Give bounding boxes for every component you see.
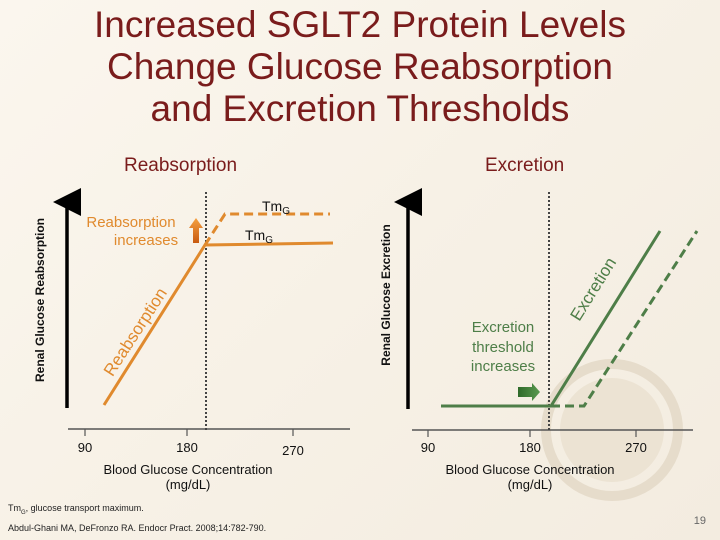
excretion-annotation: increases xyxy=(471,358,535,375)
right-x-axis-label: Blood Glucose Concentration (mg/dL) xyxy=(420,462,640,492)
tick-label: 90 xyxy=(421,440,435,455)
page-number: 19 xyxy=(693,515,706,527)
citation: Abdul-Ghani MA, DeFronzo RA. Endocr Prac… xyxy=(8,523,267,533)
excretion-curve-label: Excretion xyxy=(567,254,621,324)
xlabel-line: Blood Glucose Concentration xyxy=(445,462,615,477)
left-x-axis-label: Blood Glucose Concentration (mg/dL) xyxy=(78,462,298,492)
title-line: Increased SGLT2 Protein Levels xyxy=(94,4,626,45)
tick-label: 270 xyxy=(625,440,647,455)
tick-label: 180 xyxy=(176,440,198,455)
reabsorption-curve-label: Reabsorption xyxy=(100,284,171,379)
tick-label: 180 xyxy=(519,440,541,455)
reabsorption-increased-line xyxy=(203,212,330,246)
reabsorption-heading: Reabsorption xyxy=(124,155,238,176)
left-chart: Renal Glucose Reabsorption 90 180 270 Re… xyxy=(33,188,350,458)
left-y-axis-label: Renal Glucose Reabsorption xyxy=(33,218,47,382)
title-line: and Excretion Thresholds xyxy=(150,88,570,129)
tick-label: 270 xyxy=(282,443,304,458)
xlabel-line: (mg/dL) xyxy=(165,477,211,492)
tmg-label: TmG xyxy=(245,227,273,246)
arrow-up-icon xyxy=(189,218,203,243)
excretion-annotation: Excretion xyxy=(472,319,535,336)
tmg-increased-label: TmG xyxy=(262,198,290,217)
reabsorption-annotation: increases xyxy=(114,232,178,249)
footnote: TmG, glucose transport maximum. xyxy=(8,503,144,516)
arrow-right-icon xyxy=(518,383,540,401)
right-y-axis-label: Renal Glucose Excretion xyxy=(379,224,393,365)
tick-label: 90 xyxy=(78,440,92,455)
xlabel-line: Blood Glucose Concentration xyxy=(103,462,273,477)
excretion-increased-line xyxy=(551,230,699,408)
xlabel-line: (mg/dL) xyxy=(507,477,553,492)
slide-title: Increased SGLT2 Protein Levels Change Gl… xyxy=(0,4,720,130)
excretion-heading: Excretion xyxy=(485,155,565,176)
reabsorption-annotation: Reabsorption xyxy=(86,214,175,231)
title-line: Change Glucose Reabsorption xyxy=(107,46,613,87)
excretion-annotation: threshold xyxy=(472,339,534,356)
